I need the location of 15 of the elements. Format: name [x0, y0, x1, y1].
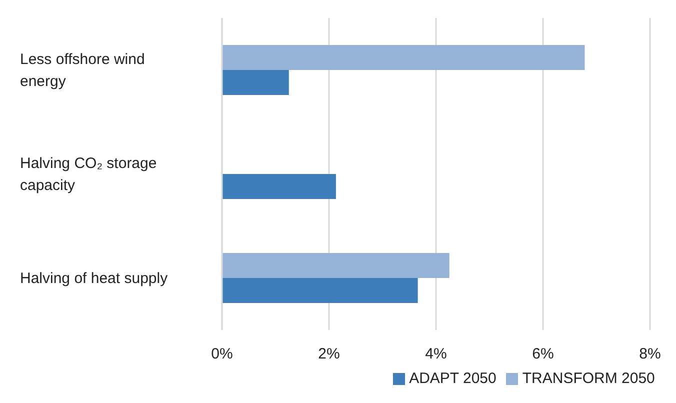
- x-tick-label: 4%: [425, 346, 447, 363]
- y-tick-label: Halving of heat supply: [20, 270, 168, 286]
- bar: [222, 253, 450, 278]
- bar: [222, 70, 289, 96]
- bar: [222, 174, 336, 200]
- bar: [222, 278, 418, 304]
- x-tick-label: 0%: [211, 346, 233, 363]
- x-tick-label: 6%: [532, 346, 554, 363]
- x-tick-label: 8%: [639, 346, 661, 363]
- bar: [222, 45, 585, 70]
- legend-label: TRANSFORM 2050: [522, 370, 655, 387]
- y-tick-label: Halving CO₂ storage capacity: [20, 154, 157, 194]
- y-tick-label: Less offshore wind energy: [20, 50, 145, 90]
- x-tick-label: 2%: [318, 346, 340, 363]
- legend-label: ADAPT 2050: [409, 370, 496, 387]
